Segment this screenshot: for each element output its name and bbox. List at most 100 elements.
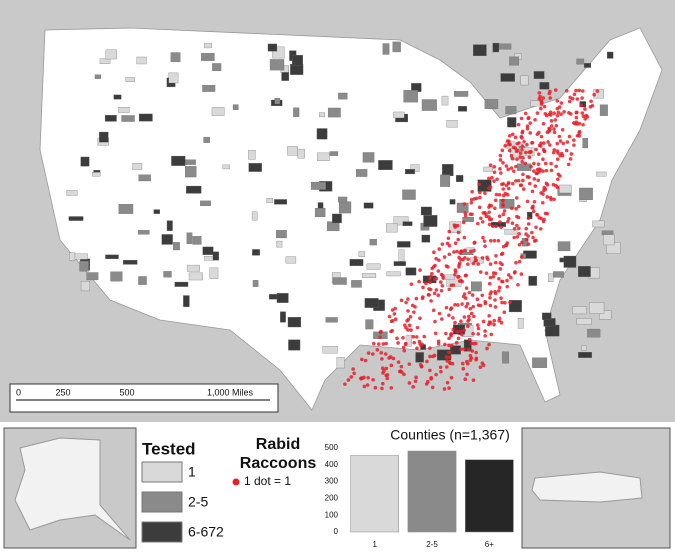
- chart-title: Counties (n=1,367): [390, 427, 509, 443]
- raccoon-dot: [488, 217, 492, 222]
- raccoon-dot: [406, 317, 411, 322]
- raccoon-dot: [549, 197, 553, 202]
- county: [361, 273, 377, 278]
- raccoon-dot: [501, 161, 505, 165]
- raccoon-dot: [440, 317, 444, 321]
- raccoon-dot: [501, 204, 505, 208]
- raccoon-dot: [512, 270, 517, 275]
- raccoon-dot: [507, 134, 512, 138]
- county: [274, 98, 281, 105]
- raccoon-dot: [383, 352, 388, 356]
- raccoon-dot: [560, 127, 565, 132]
- county: [587, 328, 601, 338]
- raccoon-dot: [427, 293, 431, 297]
- county: [163, 271, 172, 278]
- county: [287, 317, 302, 328]
- raccoon-dot: [474, 196, 479, 201]
- raccoon-dot: [476, 262, 481, 266]
- raccoon-dot: [569, 152, 574, 156]
- raccoon-dot: [448, 307, 453, 312]
- y-tick-label: 100: [325, 510, 339, 519]
- raccoon-dot: [541, 157, 545, 162]
- raccoon-dot: [432, 291, 437, 296]
- raccoon-dot: [565, 140, 570, 144]
- raccoon-dot: [469, 197, 474, 202]
- raccoon-dot: [468, 353, 473, 358]
- raccoon-dot: [532, 177, 537, 181]
- county: [166, 220, 173, 231]
- raccoon-dot: [471, 331, 475, 336]
- raccoon-dot: [548, 89, 552, 94]
- raccoon-dot: [555, 141, 560, 146]
- county: [553, 271, 564, 278]
- raccoon-dot: [475, 297, 480, 302]
- raccoon-dot: [545, 183, 550, 187]
- raccoon-dot: [535, 167, 540, 172]
- raccoon-dot: [481, 319, 486, 324]
- raccoon-dot: [539, 141, 543, 145]
- raccoon-dot: [408, 315, 413, 319]
- raccoon-dot: [497, 285, 502, 290]
- county: [269, 59, 285, 71]
- raccoon-dot: [493, 271, 498, 276]
- county: [437, 349, 452, 361]
- county: [91, 172, 101, 177]
- raccoon-dot: [446, 236, 451, 241]
- county: [118, 107, 130, 113]
- raccoon-dot: [436, 339, 441, 344]
- raccoon-dot: [430, 271, 434, 276]
- raccoon-dot: [424, 281, 428, 286]
- raccoon-dot: [559, 112, 563, 116]
- county: [69, 252, 76, 261]
- legend-label: 1 dot = 1: [244, 474, 291, 488]
- us-outline: [39, 27, 663, 411]
- raccoon-dot: [486, 257, 490, 262]
- legend-swatch: [141, 491, 183, 513]
- raccoon-dot: [411, 334, 416, 339]
- raccoon-dot: [515, 223, 519, 228]
- raccoon-dot: [504, 183, 509, 188]
- raccoon-dot: [401, 335, 405, 340]
- county: [499, 199, 515, 209]
- county: [80, 156, 90, 167]
- raccoon-dot: [542, 141, 546, 145]
- raccoon-dot: [532, 199, 537, 204]
- raccoon-dot: [460, 361, 465, 366]
- raccoon-dot: [516, 204, 521, 209]
- raccoon-dots: [343, 88, 600, 391]
- county: [456, 202, 469, 213]
- raccoon-dot: [499, 320, 504, 325]
- raccoon-dot: [469, 311, 474, 316]
- raccoon-dot: [530, 140, 535, 145]
- county: [563, 255, 577, 268]
- raccoon-dot: [381, 371, 385, 375]
- raccoon-dot: [363, 358, 368, 363]
- raccoon-dot: [366, 376, 370, 380]
- raccoon-dot: [413, 379, 418, 384]
- raccoon-dot: [527, 181, 532, 186]
- county: [405, 169, 415, 175]
- raccoon-dot: [489, 332, 494, 337]
- county: [276, 230, 287, 239]
- raccoon-dot: [376, 342, 381, 346]
- raccoon-dot: [384, 341, 388, 346]
- county: [105, 254, 119, 260]
- raccoon-dot: [595, 89, 600, 93]
- raccoon-dot: [512, 235, 516, 240]
- raccoon-dot: [488, 292, 492, 296]
- county: [138, 174, 151, 182]
- raccoon-dot: [449, 375, 454, 380]
- county: [327, 107, 341, 118]
- raccoon-dot: [522, 139, 526, 144]
- raccoon-dot: [365, 383, 370, 387]
- raccoon-dot: [521, 187, 526, 191]
- raccoon-dot: [498, 153, 503, 158]
- raccoon-dot: [540, 200, 545, 205]
- raccoon-dot: [467, 337, 472, 342]
- raccoon-dot: [541, 121, 546, 126]
- raccoon-dot: [544, 113, 549, 118]
- county: [329, 151, 339, 156]
- county: [442, 164, 454, 177]
- raccoon-dot: [553, 88, 558, 92]
